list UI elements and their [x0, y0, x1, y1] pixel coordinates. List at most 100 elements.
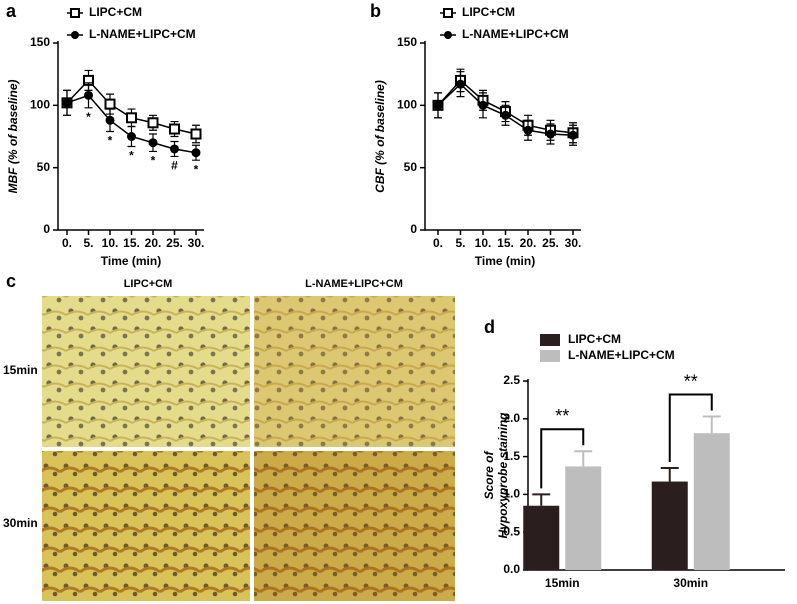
marker: [147, 117, 159, 129]
row-label: 15min: [3, 363, 38, 377]
y-axis-label: MBF (% of baseline): [6, 79, 20, 193]
legend-label: LIPC+CM: [462, 5, 515, 19]
marker: [169, 123, 180, 135]
significance-bracket: [668, 393, 713, 462]
x-tick-label: 15.: [497, 236, 514, 250]
micrograph-stain: [254, 451, 455, 601]
marker: [501, 110, 510, 120]
significance: *: [108, 134, 113, 148]
bar: [651, 481, 688, 570]
legend-marker: [71, 31, 79, 39]
bar: [565, 466, 602, 570]
marker: [523, 125, 533, 135]
x-tick-label: 5.: [455, 236, 465, 250]
x-tick-label: 0.: [62, 236, 72, 250]
marker: [127, 132, 136, 141]
x-tick-label: 30min: [673, 576, 708, 590]
y-tick-label: 0: [410, 222, 417, 236]
legend-marker: [444, 31, 452, 39]
marker: [105, 115, 115, 125]
x-tick-label: 5.: [83, 236, 93, 250]
significance: **: [555, 406, 569, 426]
legend-swatch: [540, 350, 560, 362]
error-bar: [702, 415, 721, 434]
panel-label: a: [6, 1, 17, 21]
y-tick-label: 50: [37, 160, 51, 174]
y-tick-label: 0.5: [503, 524, 520, 538]
micrograph-stain: [254, 296, 455, 447]
x-tick-label: 25.: [166, 236, 183, 250]
legend-marker: [70, 8, 80, 18]
x-axis-label: Time (min): [101, 254, 161, 268]
y-tick-label: 150: [30, 35, 50, 49]
column-label: L-NAME+LIPC+CM: [305, 278, 403, 290]
column-label: LIPC+CM: [124, 278, 173, 290]
bar: [693, 433, 730, 570]
marker: [568, 130, 578, 140]
x-tick-label: 20.: [520, 236, 537, 250]
legend-marker: [443, 8, 453, 18]
legend-label: L-NAME+LIPC+CM: [462, 27, 569, 41]
x-tick-label: 30.: [565, 236, 582, 250]
y-axis-label: Score of: [482, 450, 496, 499]
micrograph: [42, 296, 250, 447]
significance: **: [684, 371, 698, 391]
marker: [456, 79, 465, 89]
error-bar: [532, 493, 551, 506]
y-tick-label: 2.5: [503, 373, 520, 387]
legend-label: L-NAME+LIPC+CM: [568, 348, 675, 362]
x-axis-label: Time (min): [475, 254, 535, 268]
axes: [424, 41, 581, 231]
marker: [433, 100, 443, 110]
x-tick-label: 20.: [145, 236, 162, 250]
y-tick-label: 100: [397, 98, 417, 112]
micrograph: [254, 451, 455, 601]
significance: #: [171, 159, 178, 173]
marker: [84, 90, 93, 100]
y-tick-label: 2.0: [503, 411, 520, 425]
y-tick-label: 0.0: [503, 562, 520, 576]
y-tick-label: 50: [404, 160, 418, 174]
error-bar: [660, 466, 679, 482]
marker: [62, 98, 72, 108]
y-tick-label: 1.5: [503, 449, 520, 463]
y-tick-label: 0: [43, 222, 50, 236]
significance: *: [151, 154, 156, 168]
marker: [170, 144, 179, 154]
bar: [523, 505, 560, 570]
y-axis-label: CBF (% of baseline): [373, 80, 387, 193]
significance-bracket: [540, 428, 585, 489]
error-bar: [574, 450, 593, 467]
micrograph: [254, 296, 455, 447]
x-tick-label: 0.: [433, 236, 443, 250]
legend-label: L-NAME+LIPC+CM: [89, 27, 196, 41]
significance: *: [129, 149, 134, 163]
x-tick-label: 15.: [123, 236, 140, 250]
marker: [190, 128, 202, 140]
significance: *: [86, 110, 91, 124]
legend-label: LIPC+CM: [89, 5, 142, 19]
x-tick-label: 15min: [545, 576, 580, 590]
marker: [191, 148, 201, 158]
x-tick-label: 30.: [188, 236, 205, 250]
marker: [104, 98, 116, 110]
legend-label: LIPC+CM: [568, 332, 621, 346]
panel-label: c: [6, 271, 16, 291]
marker: [478, 100, 488, 110]
marker: [546, 129, 555, 139]
micrograph: [42, 451, 250, 601]
panel-label: b: [370, 1, 381, 21]
y-axis-label: Hypoxyprobe staining: [496, 412, 510, 539]
panel-label: d: [484, 317, 495, 337]
marker: [148, 138, 158, 148]
row-label: 30min: [3, 516, 38, 530]
marker: [126, 112, 137, 124]
y-tick-label: 1.0: [503, 487, 520, 501]
x-tick-label: 10.: [102, 236, 119, 250]
y-tick-label: 150: [397, 35, 417, 49]
legend-swatch: [540, 334, 560, 346]
x-tick-label: 25.: [542, 236, 559, 250]
x-tick-label: 10.: [475, 236, 492, 250]
significance: *: [194, 162, 199, 176]
